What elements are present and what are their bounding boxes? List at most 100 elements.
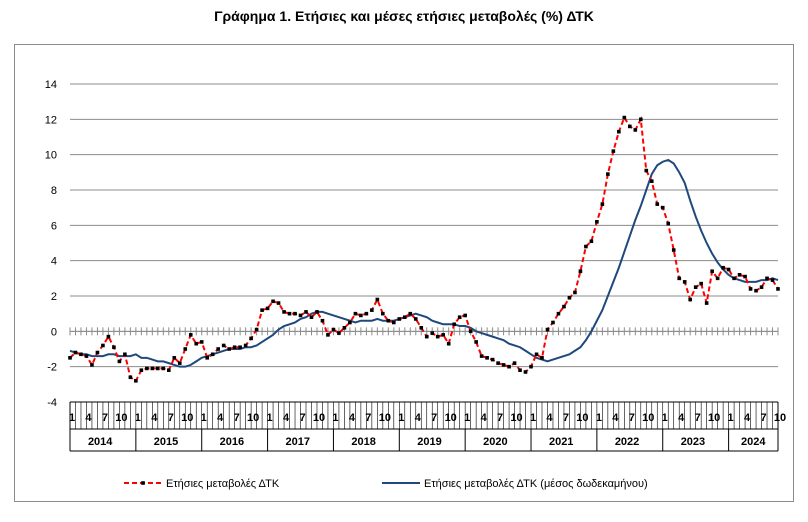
series-annual-point — [776, 287, 780, 291]
series-annual-point — [188, 333, 193, 337]
series-annual-point — [309, 315, 314, 319]
x-month-label: 1 — [662, 412, 668, 424]
series-annual-point — [682, 280, 687, 284]
x-year-label: 2022 — [615, 436, 639, 448]
series-annual-point — [90, 363, 94, 367]
grid-lines — [70, 83, 778, 403]
series-annual-point — [485, 356, 489, 360]
series-annual-point — [134, 379, 138, 383]
series-annual-point — [172, 356, 177, 360]
series-annual-point — [359, 313, 363, 318]
series-annual-point — [183, 347, 188, 351]
series-annual-point — [474, 340, 478, 344]
series-annual-point — [490, 357, 495, 362]
series-annual-point — [430, 331, 435, 335]
series-annual-point — [227, 347, 231, 351]
x-month-label: 7 — [695, 412, 701, 424]
series-annual-point — [342, 326, 347, 330]
series-annual-point — [523, 370, 528, 374]
series-annual-point — [726, 267, 731, 272]
x-month-label: 10 — [379, 412, 391, 424]
x-month-label: 10 — [181, 412, 193, 424]
series-annual-point — [671, 248, 676, 252]
x-month-label: 1 — [530, 412, 536, 424]
x-month-label: 4 — [217, 412, 224, 424]
series-annual-point — [748, 287, 753, 291]
y-tick-label: 0 — [51, 326, 57, 338]
x-year-label: 2015 — [154, 436, 178, 448]
series-annual-point — [293, 311, 297, 316]
series-annual-point — [194, 341, 199, 346]
series-annual-point — [606, 172, 610, 176]
series-annual-point — [479, 354, 484, 358]
x-month-label: 4 — [678, 412, 685, 424]
x-month-label: 10 — [247, 412, 259, 424]
series-annual-point — [452, 322, 456, 327]
series-annual-point — [633, 128, 638, 132]
y-tick-label: 6 — [51, 220, 57, 232]
x-month-label: 1 — [69, 412, 75, 424]
y-tick-label: -4 — [47, 397, 57, 409]
series-annual-point — [112, 345, 116, 350]
series-annual-point — [139, 368, 144, 372]
series-annual-point — [677, 276, 682, 281]
legend-marker-annual — [141, 481, 145, 485]
x-month-label: 1 — [596, 412, 602, 424]
legend-label-average: Ετήσιες μεταβολές ΔΤΚ (μέσος δωδεκαμήνου… — [424, 478, 648, 490]
series-annual-point — [655, 202, 660, 206]
series-annual-point — [457, 315, 462, 319]
series-annual-point — [496, 361, 500, 365]
series-annual-point — [595, 220, 599, 224]
series-annual-point — [534, 352, 539, 357]
series-annual-point — [364, 311, 369, 316]
x-month-label: 4 — [283, 412, 290, 424]
series-annual-point — [320, 318, 325, 323]
series-annual-point — [315, 310, 319, 314]
series-annual-point — [611, 149, 616, 153]
series-annual-point — [507, 364, 511, 369]
series-annual-point — [375, 297, 380, 302]
series-annual-point — [117, 359, 122, 364]
series-annual-point — [232, 345, 237, 350]
x-month-label: 7 — [497, 412, 503, 424]
series-annual-point — [693, 285, 698, 289]
x-month-label: 4 — [481, 412, 488, 424]
x-month-label: 4 — [151, 412, 158, 424]
series-annual-point — [710, 269, 714, 274]
x-year-label: 2019 — [417, 436, 441, 448]
chart-title: Γράφημα 1. Ετήσιες και μέσες ετήσιες μετ… — [214, 8, 594, 24]
series-annual-point — [337, 331, 341, 335]
series-annual-point — [348, 320, 352, 325]
series-annual-point — [424, 334, 429, 339]
x-month-label: 7 — [299, 412, 305, 424]
x-month-label: 1 — [398, 412, 404, 424]
series-annual-point — [397, 317, 402, 321]
x-month-label: 1 — [332, 412, 338, 424]
series-annual-point — [628, 124, 632, 129]
series-annual-point — [649, 179, 654, 183]
series-annual-point — [567, 295, 572, 300]
series-annual-point — [468, 329, 473, 334]
series-annual-point — [540, 356, 544, 360]
series-annual-point — [562, 304, 566, 309]
x-month-label: 1 — [267, 412, 273, 424]
x-month-label: 4 — [85, 412, 92, 424]
y-tick-label: 10 — [45, 150, 57, 162]
x-month-label: 4 — [415, 412, 422, 424]
x-month-label: 10 — [642, 412, 654, 424]
legend: Ετήσιες μεταβολές ΔΤΚ Ετήσιες μεταβολές Δ… — [124, 478, 648, 490]
series-annual-point — [243, 343, 248, 348]
series-annual-point — [370, 308, 374, 312]
x-month-label: 4 — [744, 412, 751, 424]
series-annual-point — [287, 311, 292, 316]
series-annual-point — [199, 340, 204, 344]
series-annual-point — [326, 333, 330, 337]
series-annual-point — [688, 297, 692, 302]
series-annual-point — [177, 361, 182, 365]
series-annual-point — [95, 350, 100, 355]
x-month-label: 7 — [629, 412, 635, 424]
series-annual-point — [304, 310, 308, 314]
series-annual-point — [737, 273, 742, 277]
x-month-label: 10 — [115, 412, 127, 424]
series-annual-point — [145, 366, 149, 371]
